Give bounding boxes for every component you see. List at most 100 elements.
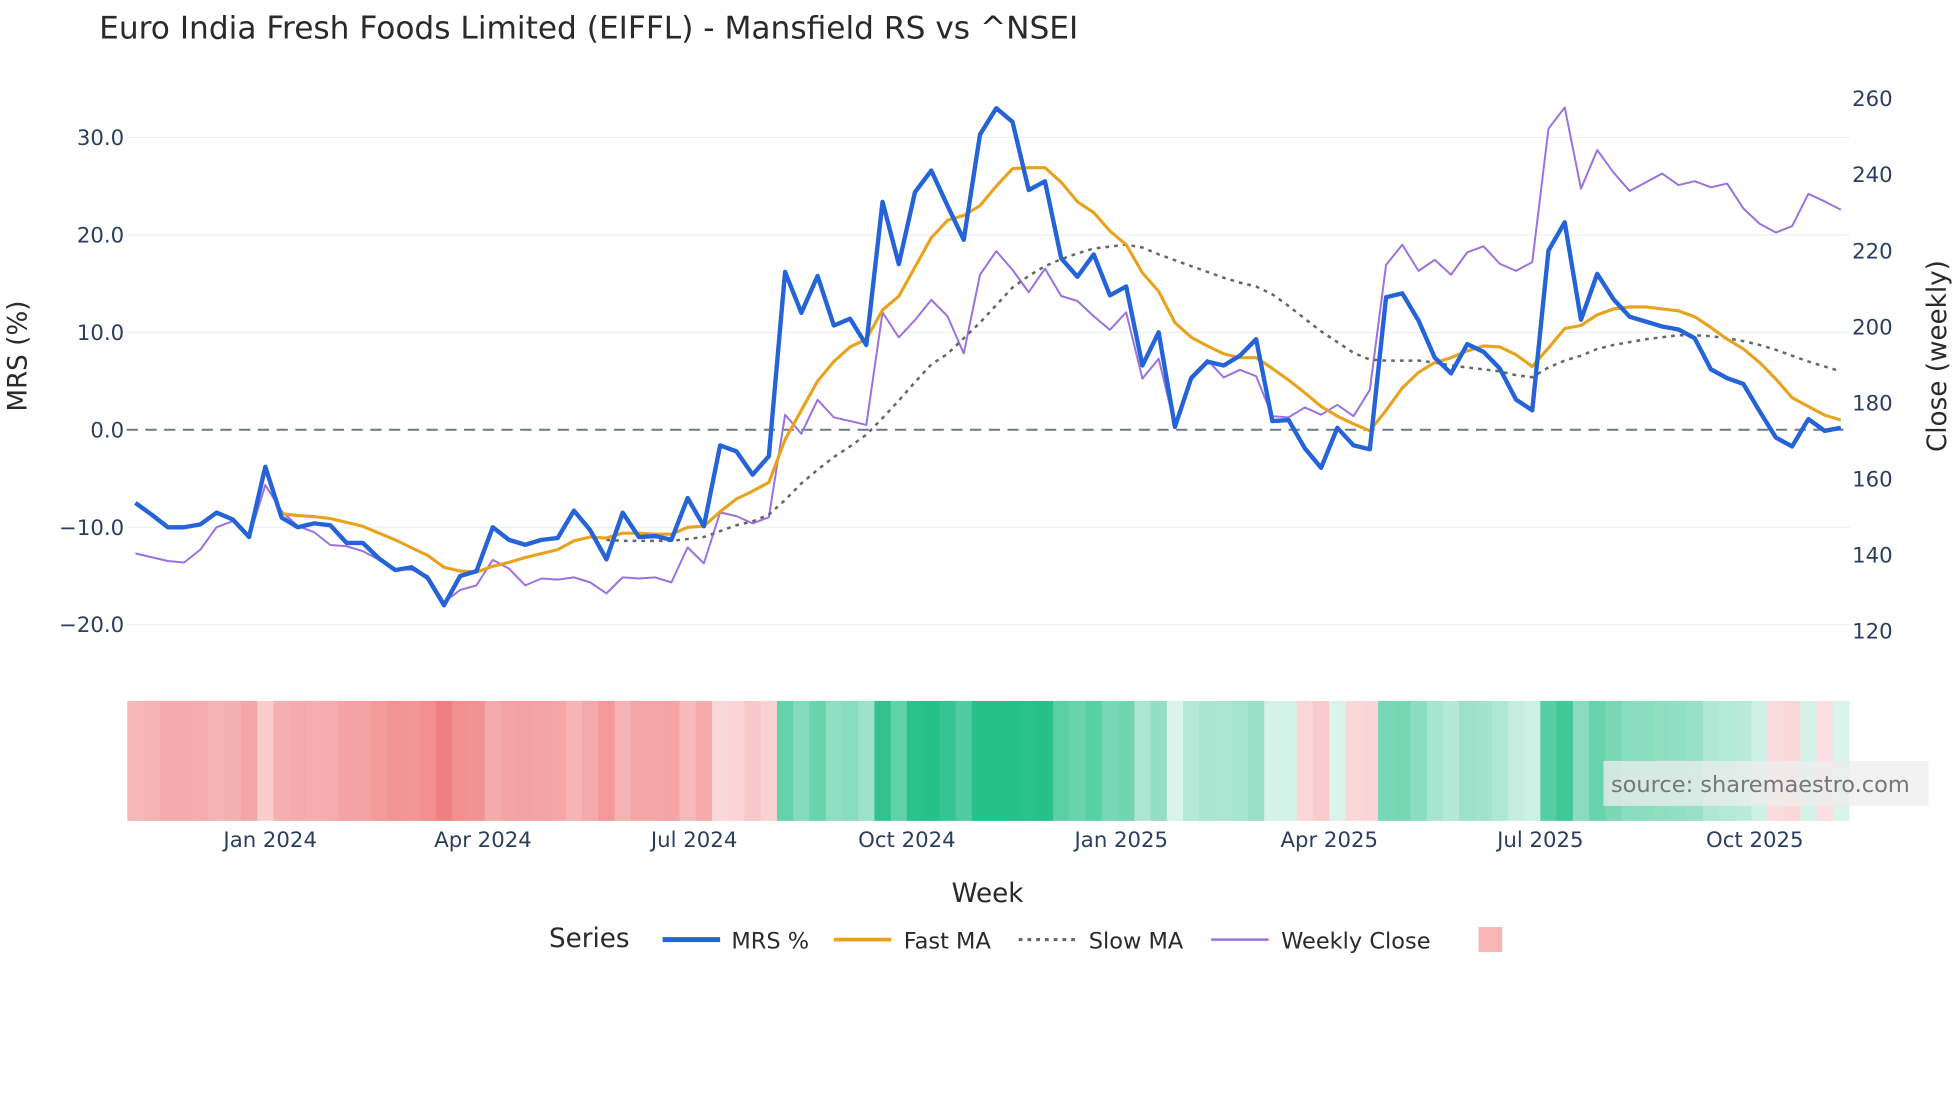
heatmap-cell xyxy=(663,700,681,821)
heatmap-cell xyxy=(208,700,226,821)
heatmap-cell xyxy=(1004,700,1022,821)
heatmap-cell xyxy=(793,700,811,821)
y-tick-label: 20.0 xyxy=(77,223,124,248)
heatmap-cell xyxy=(468,700,486,821)
heatmap-cell xyxy=(1296,700,1314,821)
heatmap-cell xyxy=(614,700,632,821)
heatmap-cell xyxy=(874,700,892,821)
heatmap-cell xyxy=(1426,700,1444,821)
heatmap-cell xyxy=(1101,700,1119,821)
chart-title: Euro India Fresh Foods Limited (EIFFL) -… xyxy=(99,11,1078,47)
heatmap-cell xyxy=(1069,700,1087,821)
heatmap-cell xyxy=(695,700,713,821)
y-tick-label: 30.0 xyxy=(77,126,124,151)
legend-label-weekly-close: Weekly Close xyxy=(1281,928,1430,954)
heatmap-cell xyxy=(711,700,729,821)
y2-tick-label: 260 xyxy=(1852,87,1893,112)
heatmap-cell xyxy=(257,700,275,821)
heatmap-cell xyxy=(1264,700,1282,821)
legend-label-slow-ma: Slow MA xyxy=(1089,928,1184,954)
heatmap-cell xyxy=(728,700,746,821)
heatmap-cell xyxy=(630,700,648,821)
heatmap-cell xyxy=(1134,700,1152,821)
mrs-heatmap xyxy=(127,700,1850,821)
heatmap-cell xyxy=(1345,700,1363,821)
heatmap-cell xyxy=(1572,700,1590,821)
y2-tick-label: 180 xyxy=(1852,391,1893,416)
x-tick-label: Apr 2025 xyxy=(1280,828,1378,853)
gridlines xyxy=(126,136,1850,626)
series-lines xyxy=(126,106,1850,608)
heatmap-cell xyxy=(971,700,989,821)
legend-title: Series xyxy=(549,924,630,954)
x-axis: Jan 2024 Apr 2024 Jul 2024 Oct 2024 Jan 2025… xyxy=(221,828,1803,853)
source-watermark-box xyxy=(1603,760,1929,806)
heatmap-cell xyxy=(825,700,843,821)
heatmap-cell xyxy=(143,700,161,821)
heatmap-cell xyxy=(354,700,372,821)
heatmap-cell xyxy=(1394,700,1412,821)
heatmap-cell xyxy=(1377,700,1395,821)
heatmap-cell xyxy=(1166,700,1184,821)
legend-item-weekly-close[interactable]: Weekly Close xyxy=(1211,928,1431,954)
series-line-mrs xyxy=(134,106,1842,608)
legend: Series MRS % Fast MA Slow MA Weekly Clos… xyxy=(549,924,1503,954)
heatmap-cell xyxy=(1507,700,1525,821)
heatmap-cell xyxy=(1183,700,1200,821)
legend-swatch-heatmap[interactable] xyxy=(1478,927,1503,953)
legend-item-slow-ma[interactable]: Slow MA xyxy=(1018,928,1184,954)
heatmap-cell xyxy=(1280,700,1298,821)
legend-item-mrs[interactable]: MRS % xyxy=(662,928,809,954)
y-axis-right: 260 240 220 200 180 160 140 120 xyxy=(1852,87,1893,644)
heatmap-cell xyxy=(370,700,388,821)
heatmap-cell xyxy=(273,700,291,821)
heatmap-cell xyxy=(1491,700,1509,821)
y2-tick-label: 120 xyxy=(1852,619,1893,644)
heatmap-cell xyxy=(305,700,323,821)
heatmap-cell xyxy=(776,700,794,821)
heatmap-cell xyxy=(890,700,908,821)
heatmap-cell xyxy=(549,700,567,821)
heatmap-cell xyxy=(598,700,616,821)
heatmap-cell xyxy=(1248,700,1265,821)
heatmap-cell xyxy=(1442,700,1460,821)
series-line-weekly-close xyxy=(135,106,1842,604)
heatmap-cell xyxy=(939,700,957,821)
heatmap-cell xyxy=(1312,700,1330,821)
heatmap-cell xyxy=(159,700,177,821)
y-tick-label: 10.0 xyxy=(77,321,124,346)
heatmap-cell xyxy=(1540,700,1558,821)
heatmap-cell xyxy=(403,700,421,821)
legend-label-mrs: MRS % xyxy=(731,928,809,954)
heatmap-cell xyxy=(224,700,242,821)
heatmap-cell xyxy=(419,700,437,821)
source-watermark: source: sharemaestro.com xyxy=(1611,772,1910,798)
series-line-slow-ma xyxy=(606,243,1842,543)
heatmap-cell xyxy=(1036,700,1054,821)
heatmap-cell xyxy=(1020,700,1038,821)
heatmap-cell xyxy=(1459,700,1477,821)
legend-item-fast-ma[interactable]: Fast MA xyxy=(833,928,992,954)
x-tick-label: Oct 2024 xyxy=(858,828,956,853)
heatmap-cell xyxy=(338,700,356,821)
heatmap-cell xyxy=(289,700,307,821)
heatmap-cell xyxy=(175,700,193,821)
heatmap-cell xyxy=(841,700,859,821)
y2-axis-title: Close (weekly) xyxy=(1923,260,1953,452)
heatmap-cell xyxy=(1524,700,1541,821)
heatmap-cell xyxy=(1475,700,1493,821)
heatmap-cell xyxy=(1231,700,1249,821)
x-tick-label: Apr 2024 xyxy=(434,828,532,853)
x-tick-label: Jan 2024 xyxy=(221,828,317,853)
series-line-fast-ma xyxy=(281,166,1842,574)
heatmap-cell xyxy=(1410,700,1428,821)
heatmap-cell xyxy=(1329,700,1347,821)
x-tick-label: Oct 2025 xyxy=(1706,828,1804,853)
heatmap-cell xyxy=(435,700,453,821)
heatmap-cell xyxy=(760,700,778,821)
heatmap-cell xyxy=(322,700,340,821)
y2-tick-label: 220 xyxy=(1852,239,1893,264)
heatmap-cell xyxy=(1150,700,1168,821)
heatmap-cell xyxy=(484,700,502,821)
